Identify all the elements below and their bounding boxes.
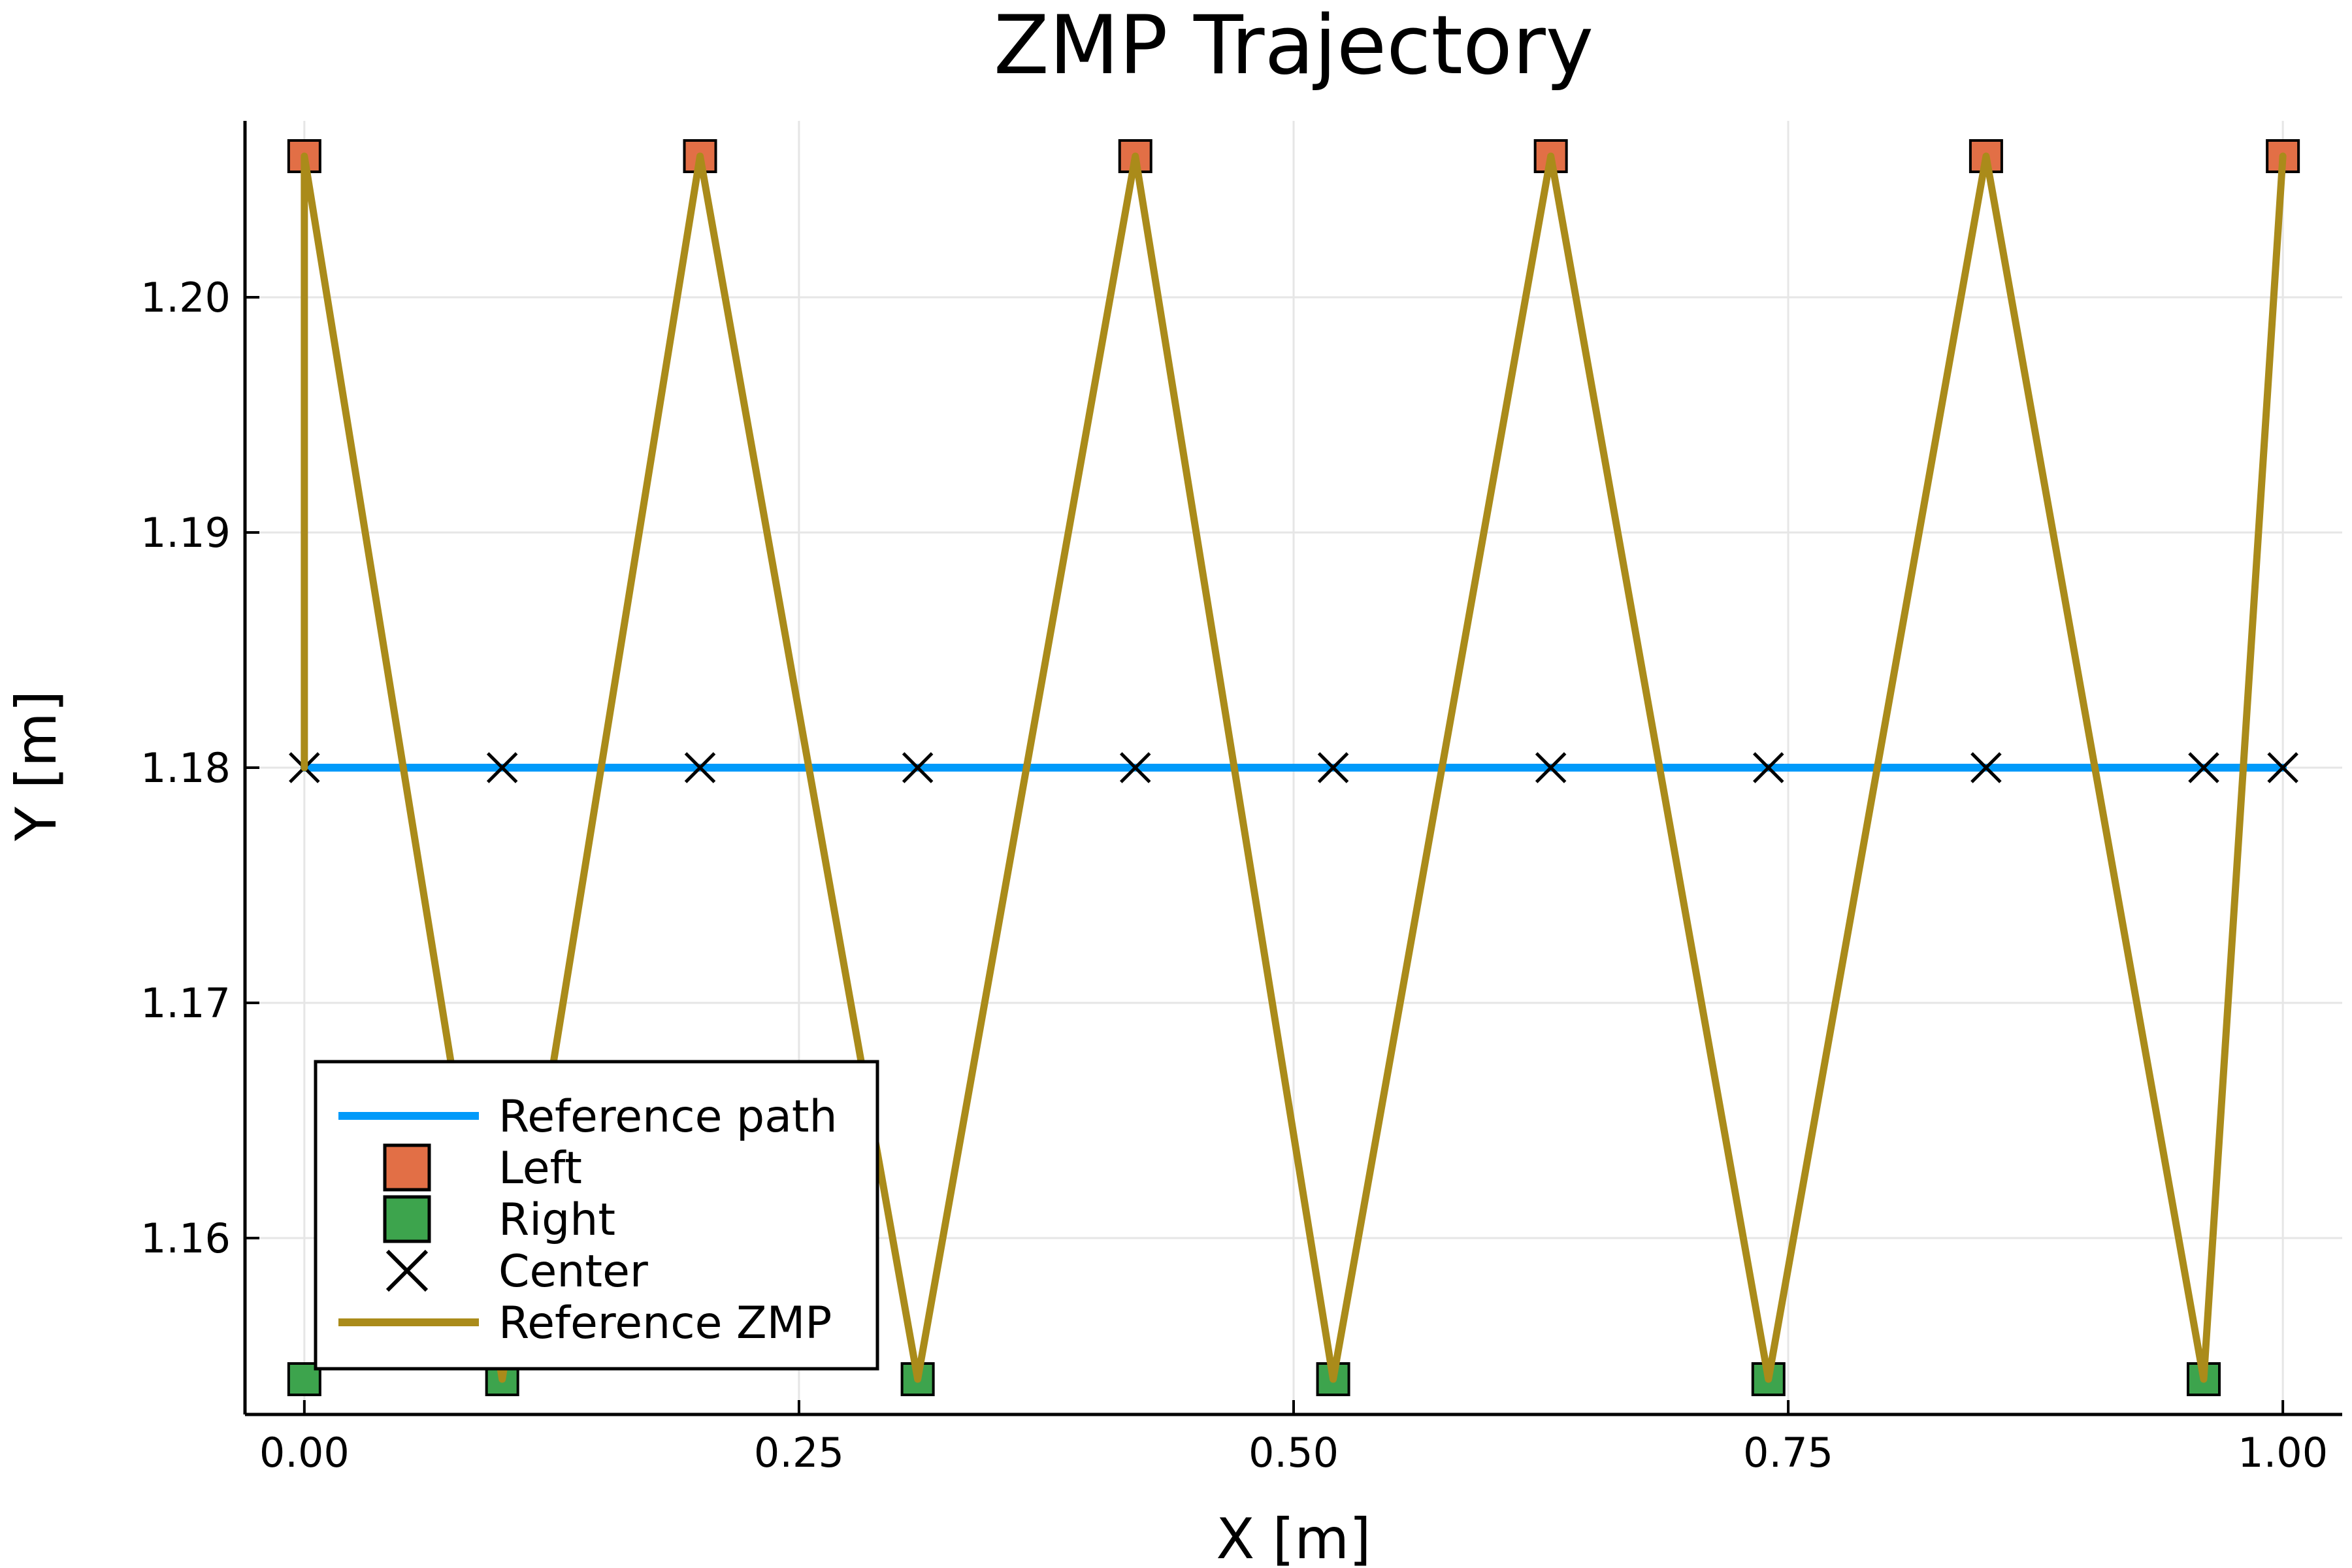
legend-reference-path-label: Reference path bbox=[498, 1091, 838, 1143]
center-marker-9 bbox=[2188, 752, 2219, 783]
legend-center-swatch bbox=[385, 1249, 429, 1292]
center-marker-10 bbox=[2267, 752, 2298, 783]
tick-labels: 0.00 0.25 0.50 0.75 1.00 1.16 1.17 1.18 1.19 1.20 bbox=[140, 274, 2328, 1477]
y-tick-label-0: 1.16 bbox=[140, 1215, 231, 1262]
legend-center-label: Center bbox=[498, 1246, 648, 1298]
center-marker-8 bbox=[1970, 752, 2002, 783]
center-marker-6 bbox=[1535, 752, 1567, 783]
x-tick-label-1: 0.25 bbox=[754, 1429, 844, 1477]
y-tick-label-4: 1.20 bbox=[140, 274, 231, 321]
x-axis-label: X [m] bbox=[1216, 1507, 1371, 1568]
x-tick-label-2: 0.50 bbox=[1249, 1429, 1339, 1477]
center-marker-7 bbox=[1753, 752, 1784, 783]
y-tick-label-1: 1.17 bbox=[140, 979, 231, 1027]
chart-title: ZMP Trajectory bbox=[994, 0, 1593, 93]
center-marker-3 bbox=[902, 752, 934, 783]
axes bbox=[243, 121, 2342, 1416]
legend-left-swatch bbox=[383, 1143, 431, 1192]
center-marker-5 bbox=[1317, 752, 1349, 783]
center-marker-1 bbox=[486, 752, 518, 783]
center-marker-2 bbox=[684, 752, 716, 783]
legend-right-label: Right bbox=[498, 1194, 615, 1246]
x-tick-label-4: 1.00 bbox=[2238, 1429, 2328, 1477]
legend-right-swatch bbox=[383, 1195, 431, 1243]
legend-reference-zmp-label: Reference ZMP bbox=[498, 1298, 832, 1349]
legend-left-label: Left bbox=[498, 1143, 582, 1194]
y-tick-label-3: 1.19 bbox=[140, 509, 231, 557]
y-axis-label: Y [m] bbox=[4, 691, 69, 842]
y-tick-label-2: 1.18 bbox=[140, 744, 231, 792]
x-tick-label-0: 0.00 bbox=[259, 1429, 350, 1477]
x-tick-label-3: 0.75 bbox=[1743, 1429, 1833, 1477]
center-marker-4 bbox=[1119, 752, 1151, 783]
